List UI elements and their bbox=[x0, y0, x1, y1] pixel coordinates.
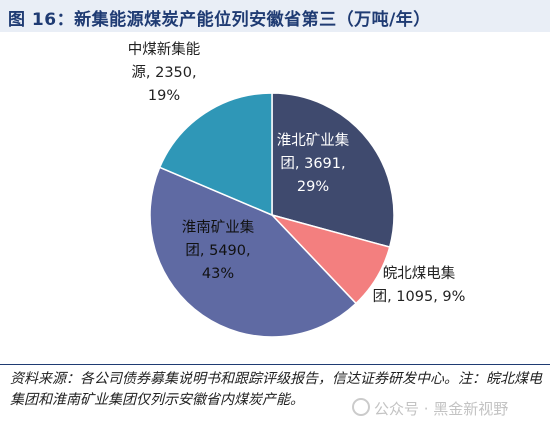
chart-title: 图 16：新集能源煤炭产能位列安徽省第三（万吨/年） bbox=[8, 10, 431, 30]
source-note: 资料来源：各公司债券募集说明书和跟踪评级报告，信达证券研发中心。注：皖北煤电集团… bbox=[10, 371, 542, 408]
slice-huaibei-mining bbox=[271, 92, 395, 248]
label-huainan-mining: 淮南矿业集团, 5490, 43% bbox=[182, 219, 255, 282]
title-bar: 图 16：新集能源煤炭产能位列安徽省第三（万吨/年） bbox=[0, 0, 550, 32]
slice-huainan-mining bbox=[149, 166, 358, 338]
label-zhongmei-xinji: 中煤新集能源, 2350, 19% bbox=[128, 41, 201, 104]
watermark-text: 公众号 · 黑金新视野 bbox=[374, 400, 509, 418]
slice-zhongmei-xinji bbox=[158, 92, 273, 217]
label-wanbei-coal: 皖北煤电集团, 1095, 9% bbox=[373, 265, 466, 305]
label-huaibei-mining: 淮北矿业集团, 3691, 29% bbox=[277, 132, 350, 195]
divider bbox=[0, 364, 550, 365]
wechat-icon bbox=[352, 398, 370, 416]
pie-chart: 淮北矿业集团, 3691, 29% 皖北煤电集团, 1095, 9% 淮南矿业集团, … bbox=[128, 41, 466, 338]
watermark: 公众号 · 黑金新视野 bbox=[352, 398, 508, 419]
